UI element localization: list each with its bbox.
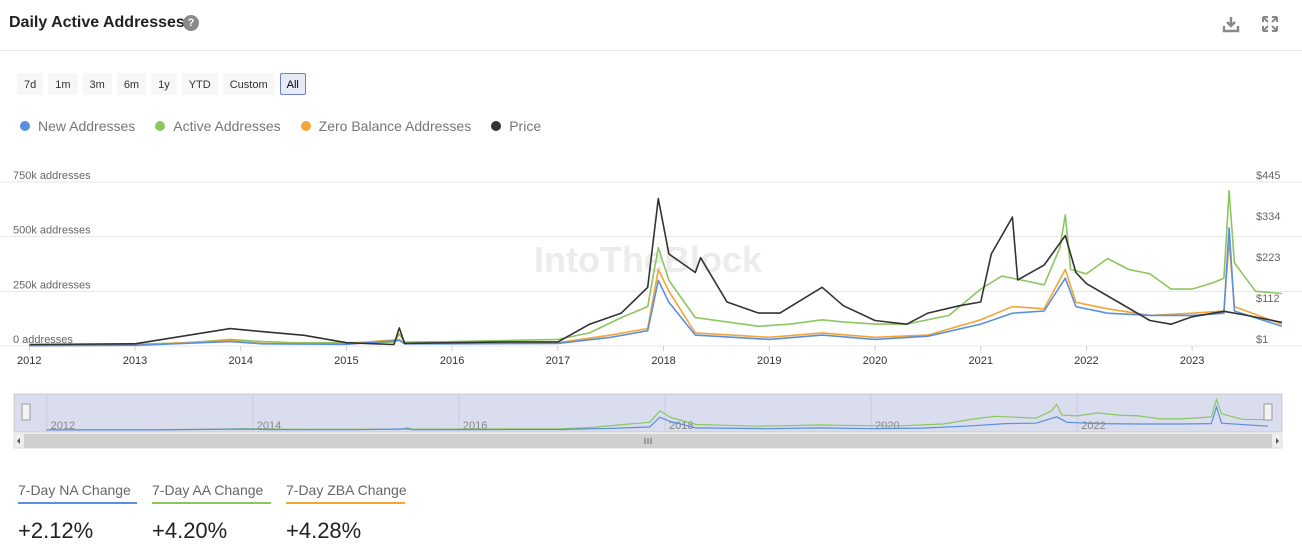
y-right-tick-label: $445 [1256,170,1280,182]
x-tick-label: 2015 [334,355,358,367]
legend-item-zero-balance-addresses[interactable]: Zero Balance Addresses [300,118,472,134]
legend-dot [20,121,30,131]
navigator-window [13,393,1283,433]
range-button-7d[interactable]: 7d [17,73,44,95]
legend-label: Active Addresses [173,118,281,134]
series-line-price [29,197,1283,346]
x-tick-label: 2018 [651,355,675,367]
scroll-left-icon [17,438,20,444]
stat-value: +4.28% [286,518,362,543]
help-icon[interactable]: ? [183,15,199,31]
navigator-handle [21,403,31,421]
y-right-tick-label: $334 [1256,211,1280,223]
range-button-1m[interactable]: 1m [48,73,78,95]
x-tick-label: 2022 [1074,355,1098,367]
range-selector: 7d 1m 3m 6m 1y YTD Custom All [17,73,306,95]
watermark-text: IntoTheBlock [534,239,763,280]
stat-value: +2.12% [18,518,94,543]
stat-label: 7-Day NA Change [18,482,137,504]
x-tick-label: 2020 [863,355,887,367]
range-button-6m[interactable]: 6m [116,73,147,95]
scroll-right-icon [1276,438,1279,444]
range-button-custom[interactable]: Custom [222,73,275,95]
y-right-tick-label: $112 [1256,293,1280,305]
y-right-tick-label: $1 [1256,334,1268,346]
x-tick-label: 2013 [123,355,147,367]
series-line-new-addresses [29,227,1283,347]
x-tick-label: 2019 [757,355,781,367]
legend-label: New Addresses [38,118,136,134]
range-button-ytd[interactable]: YTD [181,73,218,95]
change-stats: 7-Day NA Change +2.12% 7-Day AA Change +4.2… [18,482,407,544]
x-tick-label: 2012 [17,355,41,367]
x-tick-label: 2023 [1180,355,1204,367]
stat-label: 7-Day AA Change [152,482,271,504]
navigator-tick-label: 2016 [463,420,487,432]
x-tick-label: 2016 [440,355,464,367]
legend-dot [491,121,502,131]
navigator-tick-label: 2022 [1081,420,1105,432]
legend-label: Zero Balance Addresses [318,118,472,134]
legend-item-new-addresses[interactable]: New Addresses [20,118,135,134]
navigator-series [46,404,1269,431]
legend-dot [155,121,166,131]
range-button-1y[interactable]: 1y [151,73,177,95]
stat-card: 7-Day NA Change +2.12% [18,482,137,544]
chart-legend: New Addresses Active Addresses Zero Balanc… [20,118,541,134]
x-tick-label: 2017 [546,355,570,367]
download-icon[interactable] [1221,14,1241,34]
navigator-tick-label: 2012 [51,420,75,432]
y-left-tick-label: 0 addresses [13,334,73,346]
legend-label: Price [509,118,542,134]
stat-label: 7-Day ZBA Change [286,482,407,504]
y-left-tick-label: 500k addresses [13,225,91,237]
stat-card: 7-Day AA Change +4.20% [152,482,271,544]
y-left-tick-label: 250k addresses [13,279,91,291]
fullscreen-icon[interactable] [1260,14,1280,34]
legend-item-price[interactable]: Price [491,118,541,134]
x-tick-label: 2021 [968,355,992,367]
y-left-tick-label: 750k addresses [13,170,91,182]
range-button-all[interactable]: All [279,73,306,95]
stat-card: 7-Day ZBA Change +4.28% [286,482,407,544]
stat-value: +4.20% [152,518,228,543]
x-tick-label: 2014 [228,355,252,367]
chart-area[interactable]: IntoTheBlock 0 addresses 250k addresses 500… [0,170,1302,452]
legend-dot [300,121,311,131]
header: Daily Active Addresses ? [0,0,1302,51]
range-button-3m[interactable]: 3m [82,73,112,95]
legend-item-active-addresses[interactable]: Active Addresses [155,118,281,134]
page-title: Daily Active Addresses [9,14,185,31]
y-right-tick-label: $223 [1256,252,1280,264]
navigator-handle [1263,403,1273,421]
